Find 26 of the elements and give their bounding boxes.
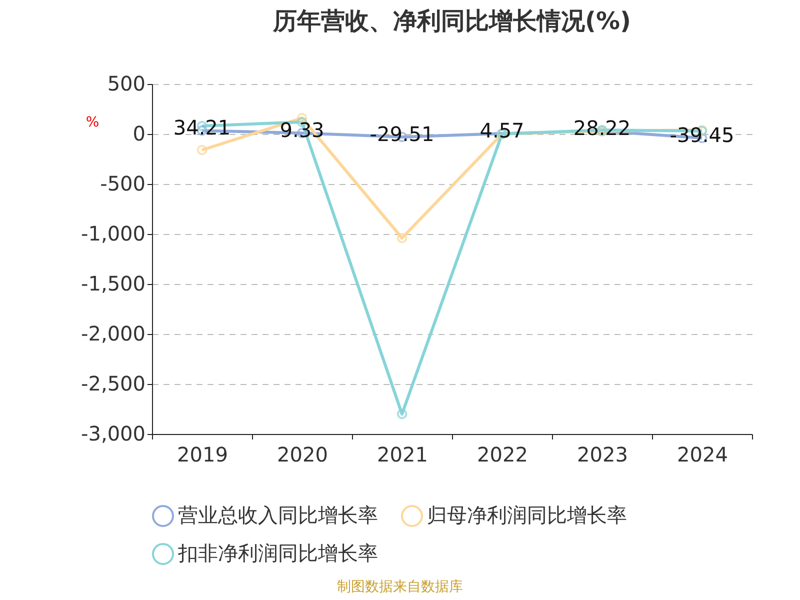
x-tick-label: 2022 xyxy=(477,442,528,466)
y-axis-title: % xyxy=(86,114,100,130)
data-label: -29.51 xyxy=(370,122,434,146)
chart-title: 历年营收、净利同比增长情况(%) xyxy=(272,7,631,35)
y-tick-label: -3,000 xyxy=(81,422,146,446)
y-tick-label: 500 xyxy=(107,72,146,96)
y-tick-label: -2,000 xyxy=(81,322,146,346)
y-tick-label: 0 xyxy=(132,122,146,146)
y-tick-label: -1,500 xyxy=(81,272,146,296)
x-tick-label: 2021 xyxy=(377,442,428,466)
legend-label: 营业总收入同比增长率 xyxy=(178,503,378,527)
y-tick-label: -500 xyxy=(100,172,146,196)
data-label: -39.45 xyxy=(670,122,734,147)
y-tick-label: -1,000 xyxy=(81,222,146,246)
legend-label: 扣非净利润同比增长率 xyxy=(177,541,378,565)
y-tick-label: -2,500 xyxy=(81,372,146,396)
x-tick-label: 2023 xyxy=(577,442,628,466)
data-label: 34.21 xyxy=(173,116,231,140)
data-label: 28.22 xyxy=(573,116,631,140)
data-label: 4.57 xyxy=(480,118,524,143)
x-tick-label: 2024 xyxy=(677,442,728,466)
data-label: 9.33 xyxy=(280,118,324,142)
legend-label: 归母净利润同比增长率 xyxy=(427,503,627,527)
x-tick-label: 2020 xyxy=(277,442,328,466)
text: 制图数据来自数据库 xyxy=(336,578,464,596)
x-tick-label: 2019 xyxy=(177,442,228,466)
